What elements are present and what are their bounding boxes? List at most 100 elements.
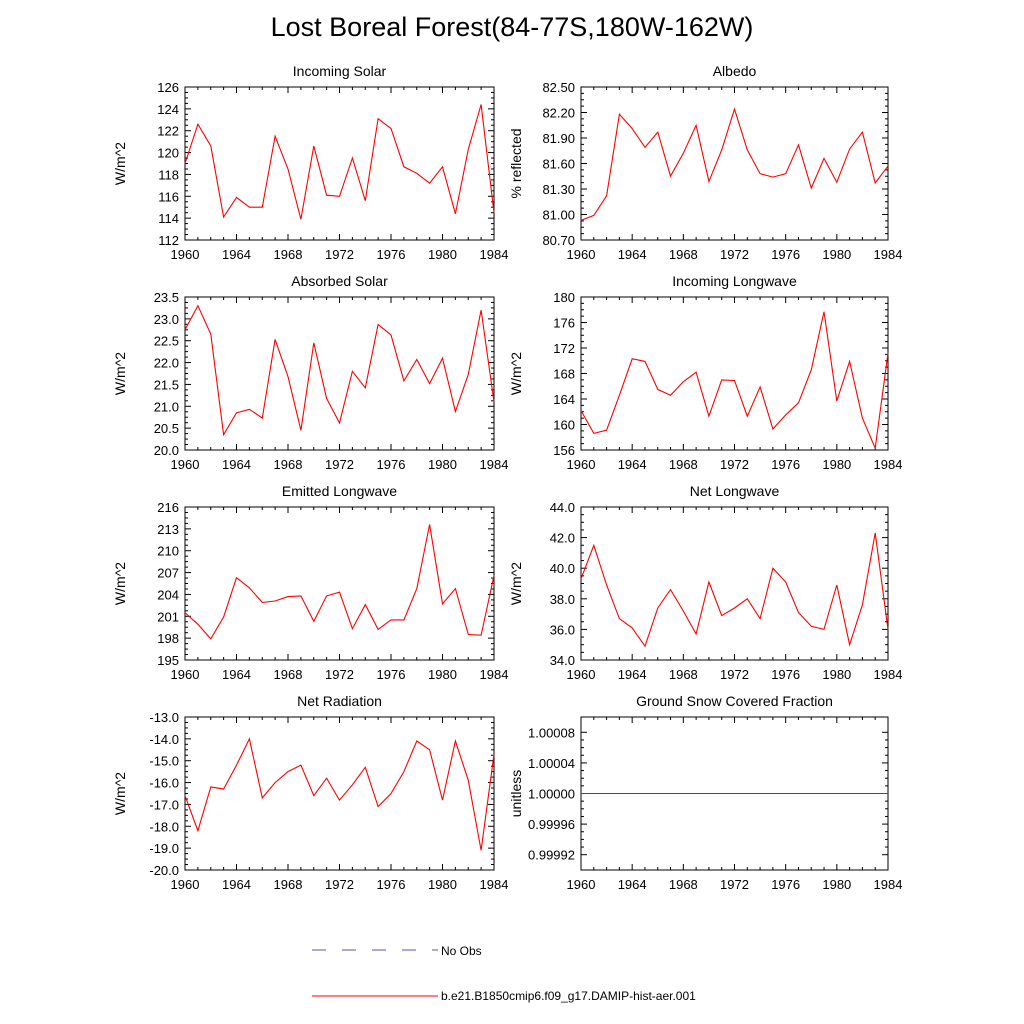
y-axis-label: unitless — [508, 770, 524, 817]
y-axis-label: W/m^2 — [508, 562, 524, 605]
y-tick-label: -13.0 — [149, 710, 179, 725]
x-tick-label: 1980 — [428, 667, 457, 682]
chart-panel-6: Net Longwave W/m^2 1960 1964 1968 1972 1976 198… — [508, 483, 902, 682]
x-tick-label: 1976 — [377, 247, 406, 262]
x-tick-label: 1976 — [377, 667, 406, 682]
x-tick-label: 1960 — [567, 667, 596, 682]
panel-title: Incoming Solar — [293, 63, 387, 79]
y-tick-label: 80.70 — [542, 233, 575, 248]
panel-title: Absorbed Solar — [291, 273, 388, 289]
x-tick-label: 1980 — [822, 457, 851, 472]
x-tick-label: 1972 — [720, 457, 749, 472]
y-tick-label: 164 — [553, 392, 575, 407]
y-tick-label: 1.00008 — [528, 725, 575, 740]
panel-title: Ground Snow Covered Fraction — [636, 693, 833, 709]
y-tick-label: 20.0 — [154, 443, 179, 458]
y-tick-label: 21.0 — [154, 399, 179, 414]
y-tick-label: 20.5 — [154, 421, 179, 436]
y-axis-label: W/m^2 — [112, 562, 128, 605]
x-tick-label: 1960 — [171, 667, 200, 682]
x-tick-label: 1976 — [771, 457, 800, 472]
x-tick-label: 1976 — [771, 877, 800, 892]
x-tick-label: 1980 — [428, 457, 457, 472]
y-tick-label: 195 — [157, 653, 179, 668]
plot-frame — [184, 86, 495, 241]
y-tick-label: 22.0 — [154, 356, 179, 371]
y-tick-label: 81.00 — [542, 208, 575, 223]
series-line — [184, 304, 495, 437]
plot-frame — [580, 506, 889, 661]
x-tick-label: 1968 — [669, 667, 698, 682]
x-tick-label: 1984 — [874, 667, 903, 682]
y-tick-label: 44.0 — [550, 500, 575, 515]
x-tick-label: 1968 — [669, 877, 698, 892]
y-tick-label: -16.0 — [149, 776, 179, 791]
y-tick-label: 112 — [158, 233, 179, 248]
x-tick-label: 1976 — [377, 457, 406, 472]
legend-label-model: b.e21.B1850cmip6.f09_g17.DAMIP-hist-aer.… — [441, 989, 696, 1003]
y-tick-label: 0.99996 — [528, 817, 575, 832]
y-tick-label: 210 — [157, 544, 179, 559]
panel-title: Net Longwave — [690, 483, 780, 499]
x-tick-label: 1972 — [325, 877, 354, 892]
y-tick-label: 156 — [553, 443, 575, 458]
plot-frame — [184, 716, 495, 871]
x-tick-label: 1964 — [618, 667, 647, 682]
y-tick-label: 213 — [157, 522, 179, 537]
legend: No Obs b.e21.B1850cmip6.f09_g17.DAMIP-his… — [312, 944, 696, 1003]
x-tick-label: 1960 — [171, 247, 200, 262]
plot-frame — [184, 506, 495, 661]
series-line — [580, 532, 889, 648]
y-tick-label: -17.0 — [149, 797, 179, 812]
y-tick-label: 40.0 — [550, 561, 575, 576]
y-tick-label: 160 — [553, 418, 575, 433]
series-line — [184, 737, 495, 851]
y-tick-label: 118 — [158, 167, 179, 182]
chart-panel-3: Absorbed Solar W/m^2 1960 1964 1968 1972 1976 1… — [112, 273, 508, 472]
y-tick-label: -20.0 — [149, 863, 179, 878]
y-tick-label: 114 — [158, 211, 179, 226]
y-tick-label: 176 — [553, 316, 575, 331]
x-tick-label: 1972 — [325, 457, 354, 472]
y-tick-label: 180 — [553, 290, 575, 305]
x-tick-label: 1968 — [274, 247, 303, 262]
x-tick-label: 1976 — [771, 667, 800, 682]
x-tick-label: 1964 — [222, 877, 251, 892]
y-tick-label: 22.5 — [154, 334, 179, 349]
chart-panel-1: Incoming Solar W/m^2 1960 1964 1968 1972 1976 1… — [112, 63, 508, 262]
x-tick-label: 1968 — [274, 457, 303, 472]
chart-panel-7: Net Radiation W/m^2 1960 1964 1968 1972 1976 19… — [112, 693, 508, 892]
y-tick-label: -18.0 — [149, 819, 179, 834]
y-axis-label: W/m^2 — [112, 352, 128, 395]
chart-panel-8: Ground Snow Covered Fraction unitless 1960… — [508, 693, 902, 892]
y-tick-label: 216 — [157, 500, 179, 515]
y-tick-label: 116 — [158, 189, 179, 204]
y-axis-label: % reflected — [508, 128, 524, 198]
y-tick-label: 198 — [157, 631, 179, 646]
y-tick-label: 34.0 — [550, 653, 575, 668]
y-axis-label: W/m^2 — [508, 352, 524, 395]
panel-title: Emitted Longwave — [282, 483, 397, 499]
x-tick-label: 1960 — [567, 457, 596, 472]
plot-frame — [184, 296, 495, 451]
y-axis-label: W/m^2 — [112, 772, 128, 815]
y-tick-label: 120 — [157, 146, 179, 161]
x-tick-label: 1968 — [669, 247, 698, 262]
y-tick-label: 81.30 — [542, 182, 575, 197]
x-tick-label: 1964 — [618, 877, 647, 892]
series-line — [580, 311, 889, 451]
y-tick-label: 172 — [553, 341, 575, 356]
y-tick-label: 23.5 — [154, 290, 179, 305]
y-tick-label: 168 — [553, 367, 575, 382]
x-tick-label: 1968 — [669, 457, 698, 472]
x-tick-label: 1960 — [567, 877, 596, 892]
x-tick-label: 1960 — [171, 457, 200, 472]
x-tick-label: 1984 — [874, 457, 903, 472]
page-title: Lost Boreal Forest(84-77S,180W-162W) — [270, 12, 754, 42]
x-tick-label: 1964 — [222, 667, 251, 682]
y-tick-label: 201 — [157, 609, 179, 624]
y-tick-label: 42.0 — [550, 531, 575, 546]
x-tick-label: 1984 — [874, 247, 903, 262]
x-tick-label: 1972 — [720, 247, 749, 262]
x-tick-label: 1980 — [822, 667, 851, 682]
